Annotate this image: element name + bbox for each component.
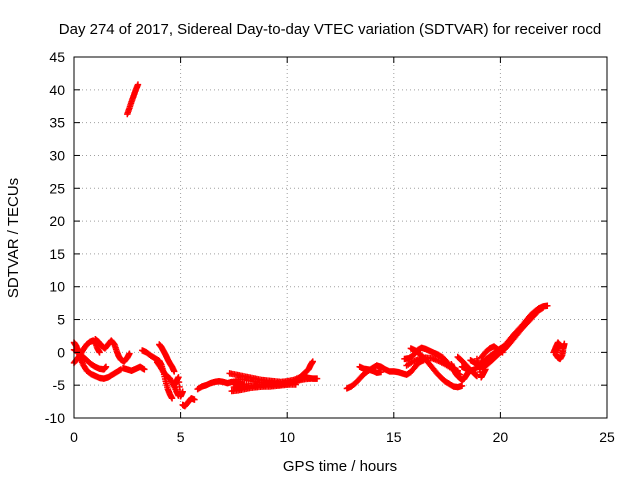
y-tick-label: -10 [45, 410, 65, 426]
data-point [102, 363, 110, 371]
data-point [561, 340, 568, 348]
series-arc-q [448, 360, 472, 384]
data-point [499, 349, 506, 356]
series-arc-c [70, 346, 110, 373]
y-tick-label: 40 [49, 82, 65, 98]
series-arc-e [119, 363, 148, 374]
data-point [126, 350, 133, 357]
x-tick-label: 15 [386, 429, 402, 445]
y-tick-label: 5 [57, 312, 65, 328]
series-band-4 [232, 375, 306, 387]
series-arc-t [467, 304, 547, 371]
series-burst-high [124, 81, 142, 118]
series-arc-j [194, 378, 248, 393]
series-arc-m [356, 363, 385, 376]
series-stray-2 [473, 355, 489, 381]
plot-frame [73, 56, 608, 419]
series-arc-u [478, 343, 506, 361]
y-tick-label: 35 [49, 115, 65, 131]
data-point [377, 368, 385, 376]
chart-title: Day 274 of 2017, Sidereal Day-to-day VTE… [59, 21, 601, 38]
series-arc-n [407, 345, 466, 391]
series-cluster-end [550, 339, 568, 363]
x-tick-label: 5 [177, 429, 185, 445]
x-axis-label: GPS time / hours [283, 458, 397, 475]
x-tick-label: 25 [599, 429, 615, 445]
data-point [313, 375, 321, 382]
grid-lines [74, 57, 607, 418]
y-tick-label: 0 [57, 344, 65, 360]
y-tick-label: -5 [53, 377, 66, 393]
data-point [141, 366, 148, 373]
series-arc-f [139, 347, 176, 402]
y-tick-label: 15 [49, 246, 65, 262]
series-arc-d [92, 336, 133, 365]
data-point [168, 395, 176, 402]
data-point [171, 368, 178, 375]
y-tick-label: 45 [49, 49, 65, 65]
data-point [544, 302, 551, 309]
y-tick-label: 10 [49, 279, 65, 295]
data-point [458, 382, 466, 390]
series-arc-i [179, 395, 198, 410]
x-tick-label: 20 [493, 429, 509, 445]
data-point [179, 388, 186, 395]
data-series [70, 81, 568, 410]
data-point [539, 304, 547, 311]
y-tick-label: 25 [49, 180, 65, 196]
data-point [134, 81, 142, 88]
data-point [482, 366, 489, 373]
series-arc-k [296, 373, 321, 382]
data-point [309, 358, 316, 365]
y-tick-label: 20 [49, 213, 65, 229]
x-tick-label: 10 [279, 429, 295, 445]
axis-ticks: 0 5 10 15 20 25 -10 -5 0 5 10 15 20 25 30 35 40 45 [45, 49, 615, 445]
y-tick-label: 30 [49, 147, 65, 163]
data-point [96, 349, 103, 356]
series-stray-1 [171, 374, 186, 400]
x-tick-label: 0 [70, 429, 78, 445]
series-arc-g [156, 341, 178, 375]
data-point [191, 396, 198, 403]
y-axis-label: SDTVAR / TECUs [5, 178, 22, 298]
series-arc-h [153, 359, 182, 399]
